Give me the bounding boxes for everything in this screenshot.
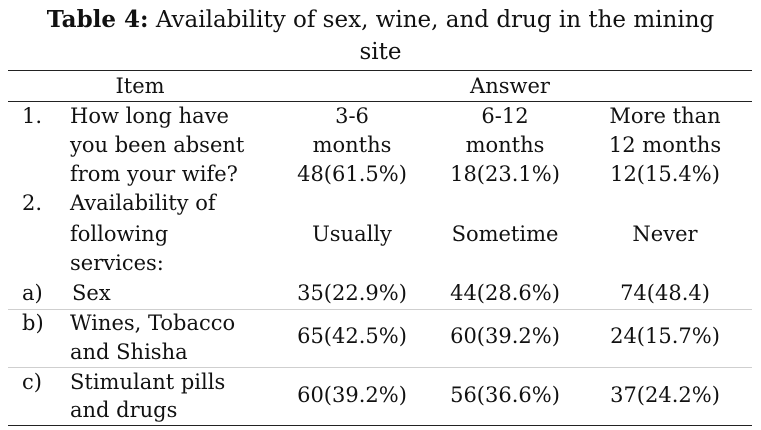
header-item: Item	[115, 74, 165, 98]
q2-number: 2.	[22, 191, 43, 215]
q1-text-line-1: How long have	[70, 104, 229, 128]
q2-text-line-1: Availability of	[70, 191, 216, 215]
q1-number: 1.	[22, 104, 43, 128]
q1-option-1-value: 48(61.5%)	[297, 162, 407, 186]
row-b-value-never: 24(15.7%)	[610, 324, 720, 348]
q1-text-line-3: from your wife?	[70, 162, 238, 186]
q2-answer-sometime: Sometime	[451, 222, 559, 246]
row-c-label-line-2: and drugs	[70, 398, 178, 422]
row-a-letter: a)	[22, 281, 43, 305]
q1-option-3-line-2: 12 months	[608, 133, 722, 157]
table-caption: Table 4: Availability of sex, wine, and …	[0, 4, 761, 68]
q1-option-2-value: 18(23.1%)	[450, 162, 560, 186]
caption-text: Availability of sex, wine, and drug in t…	[155, 7, 715, 33]
q1-option-1-line-1: 3-6	[335, 104, 369, 128]
row-c-value-never: 37(24.2%)	[610, 383, 720, 407]
caption-line-2: site	[359, 39, 402, 65]
row-divider-a	[8, 309, 752, 310]
q2-answer-usually: Usually	[312, 222, 392, 246]
row-a-value-sometime: 44(28.6%)	[450, 281, 560, 305]
row-c-letter: c)	[22, 370, 42, 394]
row-b-label-line-2: and Shisha	[70, 340, 188, 364]
row-a-value-usually: 35(22.9%)	[297, 281, 407, 305]
q1-option-3-line-1: More than	[609, 104, 721, 128]
caption-label: Table 4:	[46, 6, 149, 33]
row-c-label-line-1: Stimulant pills	[70, 370, 226, 394]
row-c-value-usually: 60(39.2%)	[297, 383, 407, 407]
q1-option-2-line-2: months	[465, 133, 545, 157]
q2-text-line-3: services:	[70, 251, 164, 275]
row-a-label: Sex	[72, 281, 111, 305]
row-a-value-never: 74(48.4)	[620, 281, 710, 305]
row-c-value-sometime: 56(36.6%)	[450, 383, 560, 407]
q2-answer-never: Never	[632, 222, 698, 246]
caption-line-1: Table 4: Availability of sex, wine, and …	[0, 4, 761, 36]
row-b-letter: b)	[22, 311, 44, 335]
header-rule	[8, 101, 752, 102]
row-b-value-usually: 65(42.5%)	[297, 324, 407, 348]
q1-text-line-2: you been absent	[70, 133, 245, 157]
row-b-label-line-1: Wines, Tobacco	[70, 311, 236, 335]
row-b-value-sometime: 60(39.2%)	[450, 324, 560, 348]
q1-option-3-value: 12(15.4%)	[610, 162, 720, 186]
header-answer: Answer	[470, 74, 550, 98]
top-rule	[8, 70, 752, 71]
q1-option-2-line-1: 6-12	[481, 104, 529, 128]
q2-text-line-2: following	[70, 222, 169, 246]
bottom-rule	[8, 425, 752, 426]
row-divider-b	[8, 367, 752, 368]
q1-option-1-line-2: months	[312, 133, 392, 157]
